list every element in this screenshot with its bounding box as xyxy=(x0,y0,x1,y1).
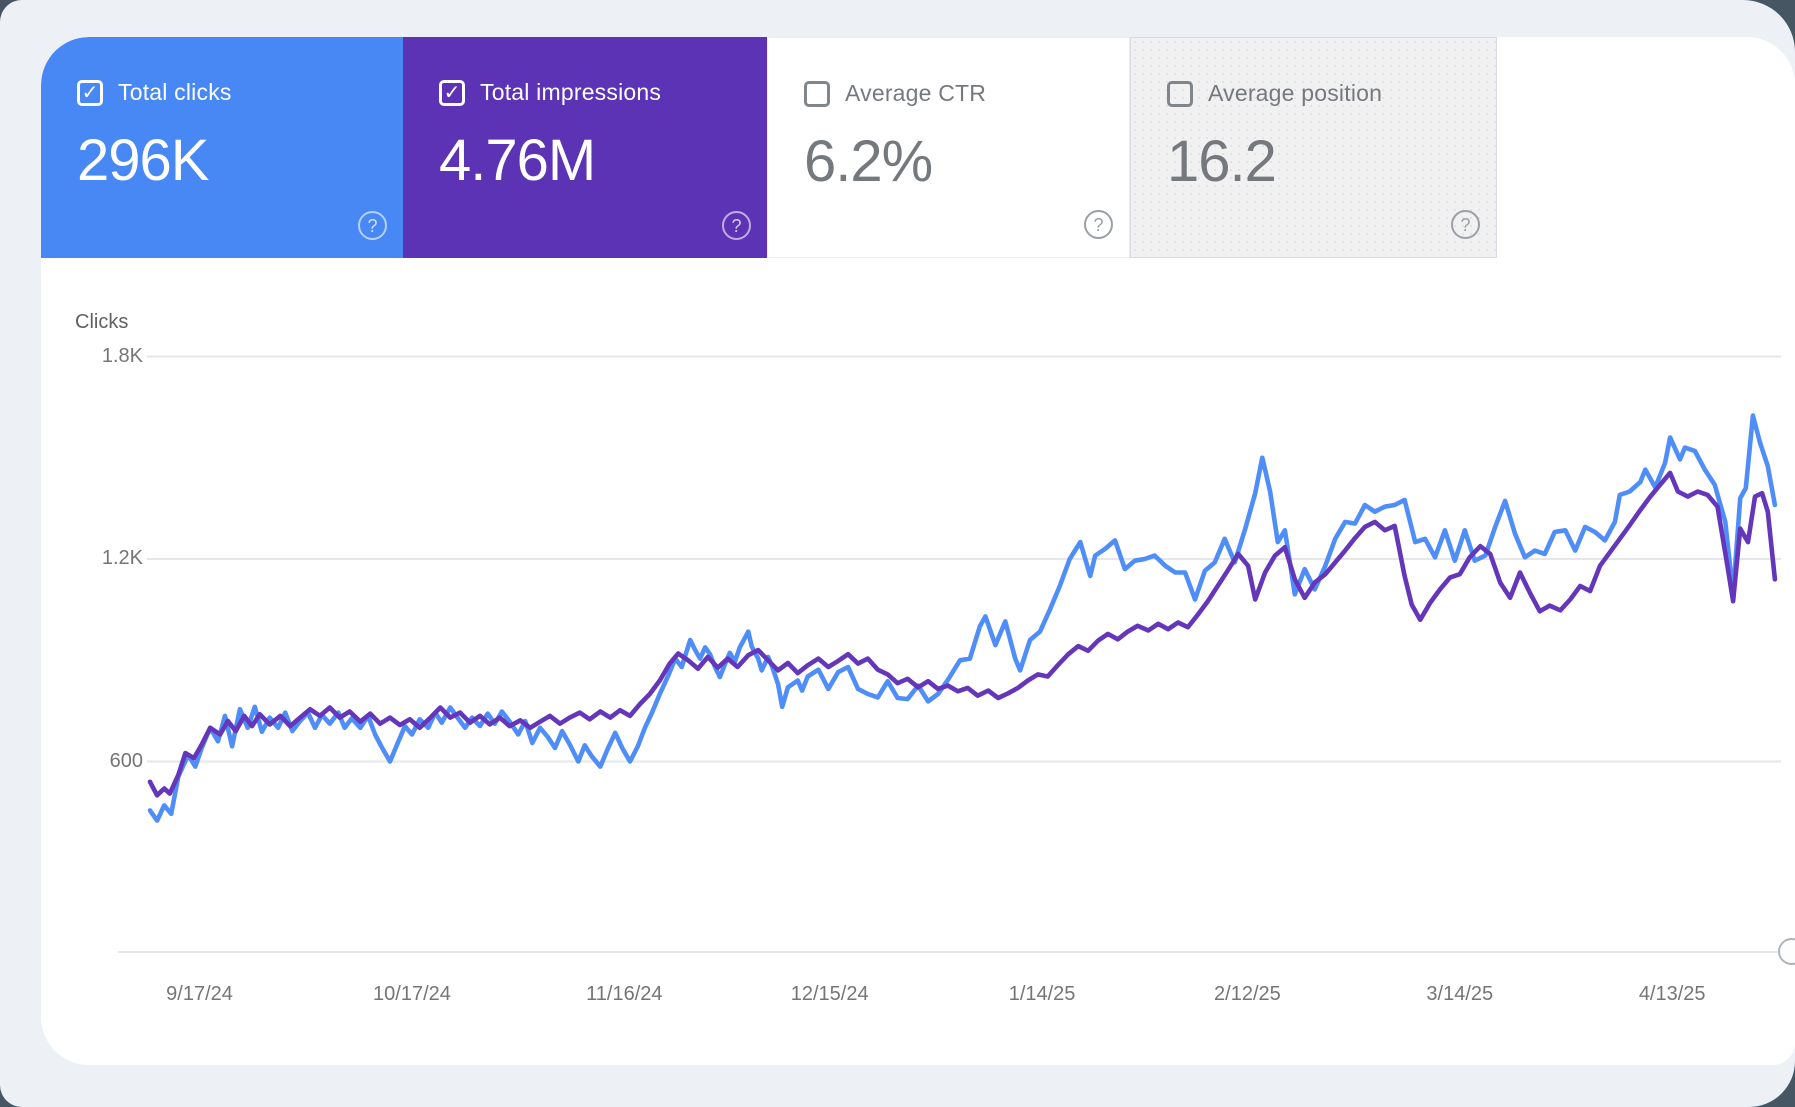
card-header: ✓ Total impressions xyxy=(439,79,767,106)
card-label: Average CTR xyxy=(845,80,987,106)
series-total-impressions xyxy=(147,470,1778,798)
card-header: Average position xyxy=(1167,80,1496,107)
y-axis-title: Clicks xyxy=(75,311,129,333)
average-position-checkbox[interactable] xyxy=(1167,80,1193,107)
card-label: Total impressions xyxy=(480,79,662,105)
y-tick-label: 1.2K xyxy=(101,547,143,569)
card-label: Total clicks xyxy=(118,79,232,105)
help-icon[interactable]: ? xyxy=(722,211,751,240)
x-tick-label: 11/16/24 xyxy=(586,983,663,1005)
card-label: Average position xyxy=(1208,80,1383,106)
x-tick-label: 2/12/25 xyxy=(1214,983,1281,1005)
card-total-impressions[interactable]: ✓ Total impressions 4.76M ? xyxy=(403,37,767,258)
card-average-position[interactable]: Average position 16.2 ? xyxy=(1130,37,1497,258)
x-tick-label: 3/14/25 xyxy=(1426,983,1494,1005)
average-ctr-checkbox[interactable] xyxy=(804,80,830,107)
help-icon[interactable]: ? xyxy=(1084,210,1113,239)
card-header: Average CTR xyxy=(804,80,1129,107)
average-position-value: 16.2 xyxy=(1167,129,1277,194)
total-impressions-checkbox[interactable]: ✓ xyxy=(439,79,465,106)
chart-plot xyxy=(118,355,1781,953)
x-tick-label: 12/15/24 xyxy=(790,983,869,1005)
series-total-clicks xyxy=(147,413,1778,823)
y-tick-label: 1.8K xyxy=(101,344,143,367)
clicks-chart: Clicks 1.8K 1.2K 600 9/17/24 10/17/24 11/16/… xyxy=(41,37,1795,1065)
metric-cards-row: ✓ Total clicks 296K ? ✓ Total impression… xyxy=(41,37,1497,258)
performance-panel: ✓ Total clicks 296K ? ✓ Total impression… xyxy=(41,37,1795,1065)
average-ctr-value: 6.2% xyxy=(804,129,933,194)
total-clicks-checkbox[interactable]: ✓ xyxy=(77,79,103,106)
card-total-clicks[interactable]: ✓ Total clicks 296K ? xyxy=(41,37,403,258)
y-tick-label: 600 xyxy=(109,749,143,772)
x-tick-label: 10/17/24 xyxy=(373,983,451,1005)
clipped-edge-circle-artifact xyxy=(1778,938,1795,965)
card-average-ctr[interactable]: Average CTR 6.2% ? xyxy=(767,37,1130,258)
help-icon[interactable]: ? xyxy=(1451,210,1480,239)
help-icon[interactable]: ? xyxy=(358,211,387,240)
card-header: ✓ Total clicks xyxy=(77,79,403,106)
x-tick-label: 1/14/25 xyxy=(1008,983,1076,1005)
x-tick-label: 9/17/24 xyxy=(166,983,233,1005)
x-tick-label: 4/13/25 xyxy=(1638,983,1706,1005)
total-impressions-value: 4.76M xyxy=(439,128,596,193)
total-clicks-value: 296K xyxy=(77,128,209,193)
